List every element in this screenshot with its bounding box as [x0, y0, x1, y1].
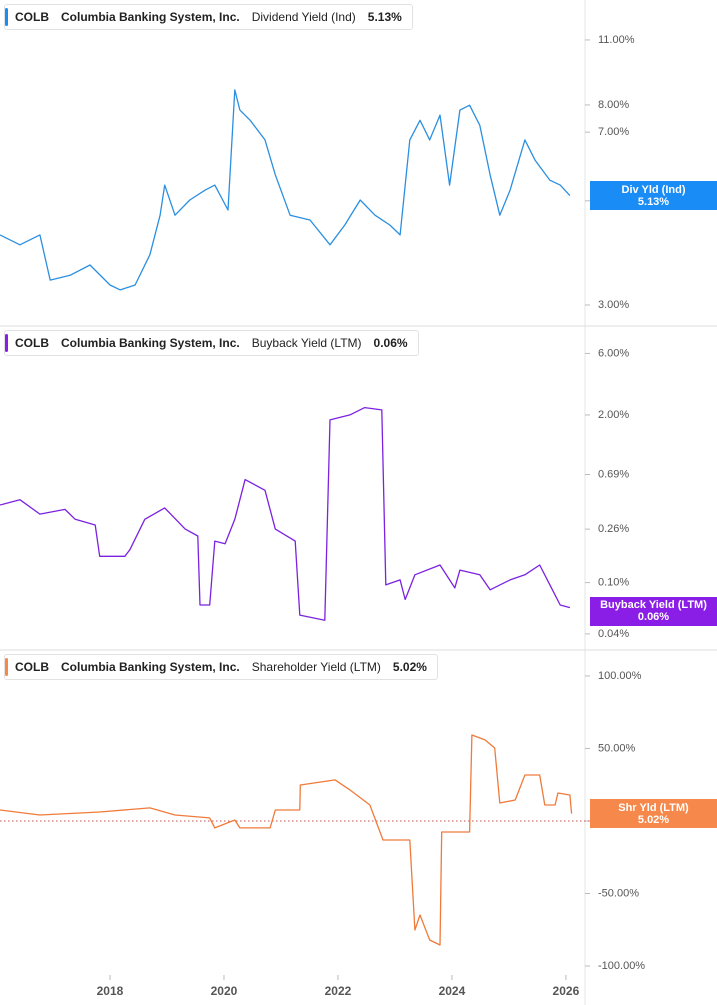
- ticker: COLB: [15, 10, 49, 24]
- y-tick-label: 0.26%: [598, 523, 629, 535]
- x-tick-label: 2020: [211, 984, 238, 998]
- series-header: COLB Columbia Banking System, Inc. Shareho…: [4, 654, 438, 680]
- y-tick-label: 3.00%: [598, 299, 629, 311]
- y-tick-label: -50.00%: [598, 887, 639, 899]
- header-color-bar: [5, 658, 8, 676]
- series-line: [0, 734, 573, 946]
- y-tick-label: 7.00%: [598, 126, 629, 138]
- y-tick-label: -100.00%: [598, 960, 645, 972]
- metric-value: 0.06%: [373, 336, 408, 350]
- company-name: Columbia Banking System, Inc.: [61, 660, 240, 674]
- y-tick-label: 2.00%: [598, 409, 629, 421]
- header-color-bar: [5, 334, 8, 352]
- y-tick-label: 0.69%: [598, 468, 629, 480]
- tag-label: Buyback Yield (LTM): [600, 599, 707, 612]
- tag-value: 5.02%: [637, 813, 670, 826]
- series-header: COLB Columbia Banking System, Inc. Dividen…: [4, 4, 413, 30]
- header-color-bar: [5, 8, 8, 26]
- current-value-tag: Shr Yld (LTM) 5.02%: [590, 799, 717, 829]
- metric-name: Dividend Yield (Ind): [251, 10, 356, 24]
- series-header: COLB Columbia Banking System, Inc. Buyback…: [4, 330, 419, 356]
- metric-name: Shareholder Yield (LTM): [251, 660, 381, 674]
- y-tick-label: 100.00%: [598, 670, 642, 682]
- ticker: COLB: [15, 336, 49, 350]
- company-name: Columbia Banking System, Inc.: [61, 10, 240, 24]
- metric-value: 5.02%: [392, 660, 427, 674]
- x-tick-label: 2018: [97, 984, 124, 998]
- y-tick-label: 8.00%: [598, 99, 629, 111]
- x-tick-label: 2024: [439, 984, 466, 998]
- series-line: [0, 406, 571, 621]
- y-tick-label: 50.00%: [598, 742, 636, 754]
- tag-label: Div Yld (Ind): [621, 183, 686, 196]
- tag-value: 5.13%: [637, 195, 670, 208]
- y-tick-label: 0.10%: [598, 577, 629, 589]
- y-tick-label: 11.00%: [598, 34, 635, 46]
- tag-label: Shr Yld (LTM): [618, 801, 689, 814]
- y-tick-label: 6.00%: [598, 347, 629, 359]
- current-value-tag: Buyback Yield (LTM) 0.06%: [590, 596, 717, 626]
- x-tick-label: 2022: [325, 984, 352, 998]
- y-tick-label: 0.04%: [598, 628, 629, 640]
- x-tick-label: 2026: [553, 984, 580, 998]
- metric-value: 5.13%: [367, 10, 402, 24]
- series-line: [0, 89, 571, 291]
- tag-value: 0.06%: [637, 611, 670, 624]
- company-name: Columbia Banking System, Inc.: [61, 336, 240, 350]
- metric-name: Buyback Yield (LTM): [251, 336, 362, 350]
- ticker: COLB: [15, 660, 49, 674]
- current-value-tag: Div Yld (Ind) 5.13%: [590, 181, 717, 211]
